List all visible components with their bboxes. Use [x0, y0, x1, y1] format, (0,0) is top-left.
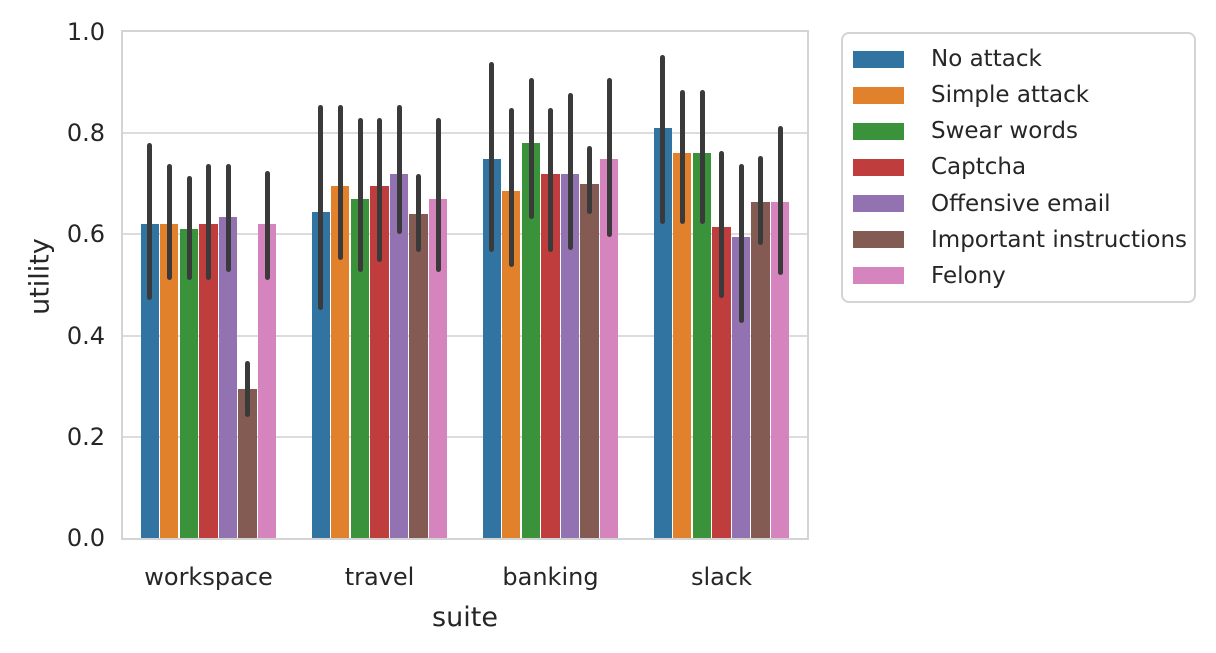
bar-slack-felony: [771, 201, 790, 538]
x-tick-label-banking: banking: [502, 563, 599, 591]
y-axis-title: utility: [24, 238, 56, 315]
bar-banking-felony: [600, 158, 619, 538]
error-bar-workspace-felony: [264, 171, 270, 280]
legend-swatch-icon: [853, 50, 904, 68]
bar-banking-swear-words: [521, 143, 541, 538]
gridline-y-0.6: [123, 233, 807, 236]
bar-slack-swear-words: [692, 153, 712, 538]
x-tick-label-travel: travel: [344, 563, 415, 591]
error-bar-travel-important-instructions: [416, 173, 422, 253]
bar-workspace-felony: [258, 224, 277, 538]
y-tick-label-0.0: 0.0: [66, 524, 105, 552]
legend-swatch-icon: [853, 122, 904, 140]
bar-workspace-offensive-email: [218, 216, 238, 538]
y-tick-label-1.0: 1.0: [66, 18, 105, 46]
legend-label: Captcha: [931, 154, 1027, 181]
error-bar-slack-simple-attack: [679, 90, 685, 225]
error-bar-banking-felony: [606, 77, 612, 237]
bar-workspace-swear-words: [179, 229, 199, 538]
legend-swatch-icon: [853, 195, 904, 213]
bar-workspace-important-instructions: [238, 388, 257, 538]
plot-area-spines: [121, 30, 809, 540]
gridline-y-0.8: [123, 132, 807, 135]
error-bar-workspace-offensive-email: [225, 163, 231, 273]
bar-travel-no-attack: [311, 211, 330, 538]
bar-slack-captcha: [712, 226, 731, 538]
y-tick-label-0.2: 0.2: [66, 422, 105, 451]
legend-swatch-icon: [853, 158, 904, 176]
error-bar-banking-no-attack: [489, 62, 495, 253]
bar-travel-simple-attack: [331, 186, 350, 538]
bar-travel-offensive-email: [389, 173, 409, 538]
bar-banking-no-attack: [482, 158, 501, 538]
bar-slack-no-attack: [653, 128, 672, 538]
error-bar-travel-captcha: [377, 118, 382, 263]
error-bar-workspace-swear-words: [186, 176, 192, 280]
error-bar-banking-simple-attack: [508, 107, 514, 268]
legend-label: No attack: [931, 46, 1042, 73]
bar-banking-offensive-email: [560, 173, 580, 538]
legend-swatch-icon: [853, 267, 904, 285]
legend-label: Felony: [931, 262, 1006, 289]
legend-label: Swear words: [931, 118, 1078, 145]
legend-item-felony: Felony: [843, 262, 1194, 290]
legend-swatch-icon: [853, 231, 904, 249]
legend-item-captcha: Captcha: [843, 153, 1194, 181]
bar-slack-simple-attack: [673, 153, 692, 538]
legend-item-offensive-email: Offensive email: [843, 190, 1194, 218]
error-bar-workspace-simple-attack: [166, 163, 172, 280]
x-axis-title: suite: [432, 602, 498, 633]
bar-travel-swear-words: [350, 199, 370, 538]
y-tick-label-0.6: 0.6: [66, 220, 105, 249]
error-bar-banking-captcha: [548, 107, 553, 253]
gridline-y-0.4: [123, 334, 807, 337]
bar-workspace-captcha: [199, 224, 218, 538]
legend-item-swear-words: Swear words: [843, 117, 1194, 145]
error-bar-slack-felony: [777, 125, 783, 275]
x-tick-label-workspace: workspace: [144, 563, 273, 591]
error-bar-travel-felony: [435, 118, 441, 273]
bar-travel-important-instructions: [409, 214, 428, 538]
error-bar-slack-offensive-email: [738, 163, 744, 323]
bar-slack-important-instructions: [751, 201, 770, 538]
legend-label: Simple attack: [931, 82, 1090, 109]
legend-item-simple-attack: Simple attack: [843, 81, 1194, 109]
error-bar-travel-offensive-email: [396, 105, 402, 235]
legend: No attack Simple attack Swear words Captcha…: [841, 32, 1196, 303]
gridline-y-0.2: [123, 435, 807, 438]
bar-banking-captcha: [541, 173, 560, 538]
error-bar-slack-captcha: [719, 150, 724, 298]
bar-workspace-simple-attack: [160, 224, 179, 538]
error-bar-banking-swear-words: [528, 77, 534, 220]
error-bar-travel-swear-words: [357, 118, 363, 273]
bar-banking-simple-attack: [502, 191, 521, 538]
error-bar-slack-important-instructions: [758, 156, 764, 245]
error-bar-travel-no-attack: [318, 105, 324, 311]
y-tick-label-0.4: 0.4: [66, 321, 105, 350]
error-bar-workspace-captcha: [206, 163, 211, 280]
legend-swatch-icon: [853, 86, 904, 104]
bar-travel-captcha: [370, 186, 389, 538]
error-bar-workspace-important-instructions: [245, 360, 251, 417]
error-bar-travel-simple-attack: [337, 105, 343, 260]
error-bar-slack-no-attack: [660, 54, 666, 225]
legend-item-no-attack: No attack: [843, 45, 1194, 73]
error-bar-banking-important-instructions: [587, 145, 593, 215]
legend-item-important-instructions: Important instructions: [843, 226, 1194, 254]
bar-banking-important-instructions: [580, 183, 599, 538]
legend-label: Offensive email: [931, 190, 1111, 217]
bar-travel-felony: [429, 199, 448, 538]
x-tick-label-slack: slack: [691, 563, 752, 591]
bar-workspace-no-attack: [140, 224, 159, 538]
error-bar-banking-offensive-email: [567, 92, 573, 250]
error-bar-slack-swear-words: [699, 90, 705, 225]
bar-slack-offensive-email: [731, 236, 751, 538]
y-tick-label-0.8: 0.8: [66, 119, 105, 148]
legend-label: Important instructions: [931, 226, 1188, 253]
error-bar-workspace-no-attack: [147, 143, 153, 301]
